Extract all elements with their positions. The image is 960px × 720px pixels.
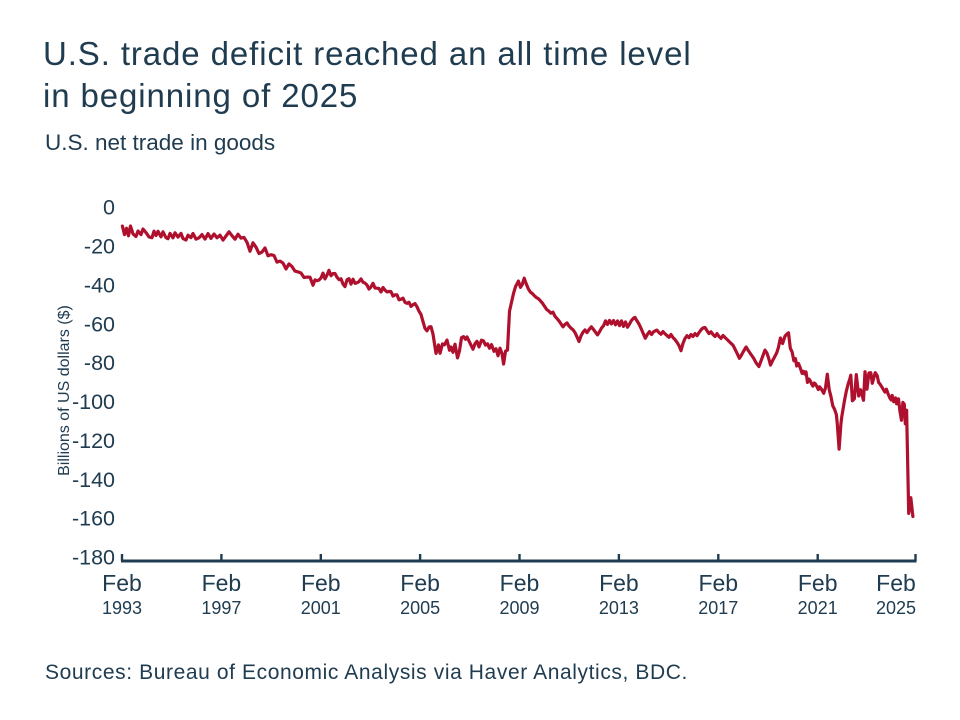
svg-text:-140: -140 [72, 468, 115, 492]
svg-text:-100: -100 [72, 390, 115, 414]
svg-text:-20: -20 [84, 235, 115, 259]
svg-text:Feb: Feb [102, 570, 142, 596]
svg-text:Feb: Feb [798, 570, 838, 596]
svg-text:Feb: Feb [500, 570, 540, 596]
svg-text:2017: 2017 [698, 598, 738, 618]
svg-text:2001: 2001 [301, 598, 341, 618]
svg-text:1997: 1997 [201, 598, 241, 618]
svg-text:2013: 2013 [599, 598, 639, 618]
svg-text:Feb: Feb [599, 570, 639, 596]
svg-text:Feb: Feb [202, 570, 242, 596]
svg-text:Feb: Feb [400, 570, 440, 596]
svg-text:Feb: Feb [876, 570, 916, 596]
svg-text:-60: -60 [84, 312, 115, 336]
svg-text:Feb: Feb [698, 570, 738, 596]
svg-text:Billions of US dollars ($): Billions of US dollars ($) [56, 305, 73, 476]
svg-text:-160: -160 [72, 507, 115, 531]
svg-text:0: 0 [103, 196, 115, 220]
svg-text:-80: -80 [84, 351, 115, 375]
svg-text:2009: 2009 [499, 598, 539, 618]
svg-text:-180: -180 [72, 546, 115, 570]
svg-text:2025: 2025 [876, 598, 916, 618]
svg-text:1993: 1993 [102, 598, 142, 618]
svg-text:2005: 2005 [400, 598, 440, 618]
svg-text:2021: 2021 [798, 598, 838, 618]
svg-text:Feb: Feb [301, 570, 341, 596]
svg-text:-120: -120 [72, 429, 115, 453]
svg-text:-40: -40 [84, 273, 115, 297]
